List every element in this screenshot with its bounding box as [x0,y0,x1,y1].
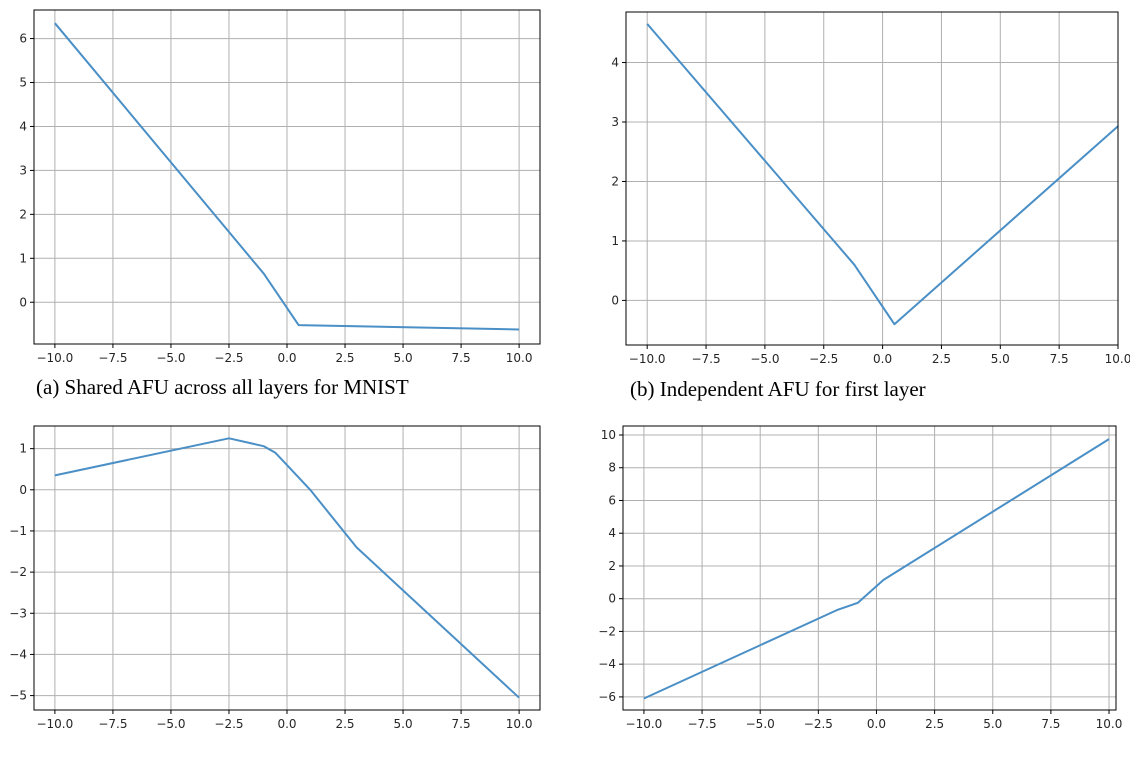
x-tick-label: −5.0 [156,717,185,731]
x-tick-label: 5.0 [991,352,1010,366]
x-tick-label: 10.0 [506,351,533,365]
y-tick-label: 0 [611,293,619,307]
x-tick-label: −10.0 [36,351,73,365]
y-tick-label: −5 [9,689,27,703]
y-tick-label: 4 [19,119,27,133]
y-tick-label: 0 [19,483,27,497]
y-tick-label: −3 [9,606,27,620]
x-tick-label: −10.0 [629,352,666,366]
x-tick-label: −10.0 [36,717,73,731]
x-tick-label: −5.0 [156,351,185,365]
y-tick-label: 3 [19,163,27,177]
x-tick-label: 7.5 [1050,352,1069,366]
x-tick-label: −7.5 [98,717,127,731]
x-tick-label: 0.0 [867,717,886,731]
x-tick-label: 10.0 [1096,717,1123,731]
y-tick-label: −2 [9,565,27,579]
series-line [54,22,520,331]
chart-3: −10.0 −7.5 −5.0 −2.5 0.0 2.5 5.0 7.5 10.0 1 0 −1 −2 −… [9,425,541,731]
x-tick-label: −7.5 [98,351,127,365]
y-tick-label: 10 [601,428,616,442]
y-tick-label: 5 [19,76,27,90]
x-tick-label: −2.5 [214,351,243,365]
chart-4: −10.0 −7.5 −5.0 −2.5 0.0 2.5 5.0 7.5 10.0 10 8 6 4 2 0… [598,425,1123,731]
chart-1: −10.0 −7.5 −5.0 −2.5 0.0 2.5 5.0 7.5 10.0 0 1 2 3 4 5 6 [19,9,541,365]
x-tick-label: 5.0 [983,717,1002,731]
x-tick-label: 7.5 [1041,717,1060,731]
x-tick-label: 7.5 [452,717,471,731]
series-line [646,23,1119,326]
y-tick-label: −1 [9,524,27,538]
y-tick-label: −2 [598,624,616,638]
x-tick-label: 0.0 [277,717,296,731]
x-tick-label: 0.0 [277,351,296,365]
x-tick-label: −2.5 [809,352,838,366]
y-tick-label: 4 [611,56,619,70]
x-tick-label: −10.0 [626,717,663,731]
x-tick-label: 0.0 [873,352,892,366]
y-tick-label: −4 [598,657,616,671]
y-tick-label: 4 [608,526,616,540]
x-tick-label: 2.5 [932,352,951,366]
chart-2: −10.0 −7.5 −5.0 −2.5 0.0 2.5 5.0 7.5 10.0 0 1 2 3 4 [611,11,1130,366]
x-tick-label: −2.5 [214,717,243,731]
x-tick-label: 10.0 [506,717,533,731]
y-tick-label: 1 [611,234,619,248]
x-tick-label: 2.5 [925,717,944,731]
caption-b: (b) Independent AFU for first layer [630,377,926,401]
caption-a: (a) Shared AFU across all layers for MNI… [36,375,409,399]
x-tick-label: 2.5 [335,717,354,731]
y-tick-label: 2 [608,559,616,573]
x-tick-label: −7.5 [691,352,720,366]
x-tick-label: −7.5 [687,717,716,731]
y-tick-label: 3 [611,115,619,129]
y-tick-label: 0 [608,592,616,606]
x-tick-label: 10.0 [1105,352,1130,366]
series-line [54,437,520,699]
x-tick-label: −5.0 [750,352,779,366]
y-tick-label: 6 [608,493,616,507]
plot-frame [622,425,1117,711]
plot-frame [625,11,1119,346]
y-tick-label: −6 [598,690,616,704]
x-tick-label: −5.0 [746,717,775,731]
y-tick-label: 0 [19,295,27,309]
x-tick-label: 7.5 [452,351,471,365]
y-tick-label: 1 [19,251,27,265]
y-tick-label: 2 [19,207,27,221]
x-tick-label: −2.5 [804,717,833,731]
y-tick-label: −4 [9,647,27,661]
x-tick-label: 5.0 [394,351,413,365]
x-tick-label: 2.5 [335,351,354,365]
y-tick-label: 8 [608,461,616,475]
y-tick-label: 6 [19,32,27,46]
series-line [643,438,1110,700]
y-tick-label: 2 [611,174,619,188]
y-tick-label: 1 [19,442,27,456]
x-tick-label: 5.0 [394,717,413,731]
